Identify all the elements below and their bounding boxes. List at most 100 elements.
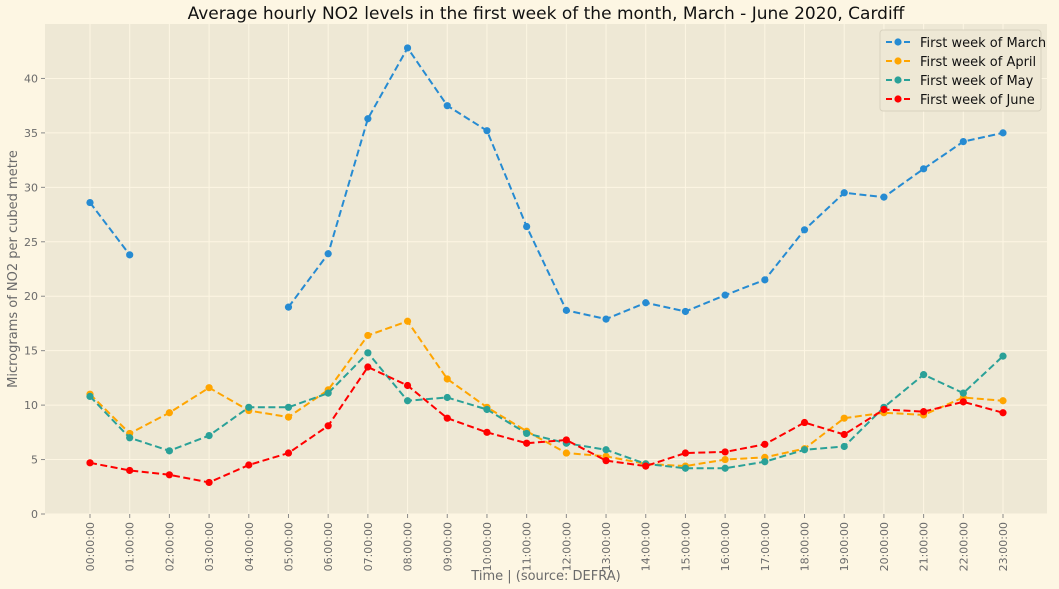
x-tick-label: 00:00:00	[84, 522, 97, 571]
legend-label: First week of June	[920, 93, 1035, 108]
x-tick-label: 14:00:00	[640, 522, 653, 571]
data-point	[364, 331, 372, 340]
data-point	[324, 389, 332, 397]
data-point	[761, 458, 769, 466]
data-point	[86, 392, 94, 400]
series-line	[89, 201, 131, 256]
x-tick-label: 01:00:00	[124, 522, 137, 571]
data-point	[721, 464, 729, 472]
data-point	[364, 349, 372, 357]
data-point	[403, 397, 412, 405]
data-point	[840, 414, 848, 422]
data-point	[959, 138, 967, 146]
data-point	[721, 291, 729, 299]
data-point	[800, 226, 809, 234]
x-tick-label: 05:00:00	[282, 522, 295, 571]
series-1	[86, 44, 1007, 323]
data-point	[959, 389, 967, 397]
series-line	[89, 320, 1004, 468]
series-line	[89, 365, 1004, 484]
x-tick-label: 02:00:00	[163, 522, 176, 571]
data-point	[800, 446, 809, 454]
y-tick-label: 5	[31, 454, 38, 467]
data-point	[880, 405, 888, 414]
data-point	[284, 449, 293, 457]
y-tick-label: 20	[24, 290, 38, 303]
y-tick-label: 35	[24, 127, 38, 140]
x-axis-label: Time | (source: DEFRA)	[470, 569, 620, 584]
legend-swatch-marker	[894, 95, 902, 103]
y-tick-label: 40	[24, 72, 38, 85]
x-tick-label: 09:00:00	[441, 522, 454, 571]
legend-swatch-marker	[894, 76, 902, 84]
data-point	[999, 397, 1007, 405]
data-point	[165, 471, 173, 479]
data-point	[245, 403, 253, 411]
data-point	[642, 299, 650, 307]
data-point	[721, 455, 729, 464]
data-point	[761, 440, 769, 448]
series-layer	[86, 44, 1007, 487]
data-point	[126, 434, 134, 442]
x-axis: 00:00:00 01:00:00 02:00:00 03:00:00 04:00:00…	[84, 514, 1010, 571]
x-tick-label: 15:00:00	[679, 522, 692, 571]
x-tick-label: 07:00:00	[362, 522, 375, 571]
x-tick-label: 16:00:00	[719, 522, 732, 571]
y-tick-label: 15	[24, 345, 38, 358]
data-point	[364, 363, 372, 371]
data-point	[681, 464, 690, 472]
data-point	[86, 459, 94, 467]
data-point	[681, 449, 690, 457]
data-point	[602, 457, 610, 465]
series-line	[89, 351, 1004, 470]
data-point	[443, 102, 451, 110]
data-point	[205, 432, 213, 440]
legend-label: First week of May	[920, 74, 1034, 89]
data-point	[126, 251, 134, 259]
y-axis: 0 5 10 15 20 25 30 35 40	[24, 72, 45, 521]
data-point	[443, 393, 451, 402]
legend-swatch-marker	[894, 57, 902, 65]
chart-title: Average hourly NO2 levels in the first w…	[188, 4, 906, 24]
data-point	[920, 371, 928, 379]
data-point	[959, 398, 967, 406]
data-point	[721, 448, 729, 456]
y-tick-label: 10	[24, 399, 38, 412]
legend-label: First week of April	[920, 55, 1036, 70]
data-point	[284, 303, 293, 311]
data-point	[999, 352, 1007, 360]
data-point	[523, 222, 531, 231]
data-point	[523, 429, 531, 438]
data-point	[562, 449, 570, 457]
data-point	[284, 403, 293, 411]
data-point	[999, 409, 1007, 417]
data-point	[165, 447, 173, 455]
data-point	[205, 384, 213, 392]
x-tick-label: 04:00:00	[243, 522, 256, 571]
data-point	[483, 127, 491, 135]
x-tick-label: 20:00:00	[878, 522, 891, 571]
data-point	[443, 375, 451, 383]
data-point	[642, 462, 650, 470]
y-tick-label: 0	[31, 508, 38, 521]
data-point	[920, 165, 928, 173]
x-tick-label: 17:00:00	[759, 522, 772, 571]
data-point	[999, 129, 1007, 137]
series-4	[86, 363, 1007, 487]
data-point	[840, 189, 848, 197]
data-point	[483, 428, 491, 436]
y-tick-label: 25	[24, 236, 38, 249]
legend-swatch-marker	[894, 38, 902, 46]
grid	[45, 24, 1047, 515]
data-point	[681, 307, 690, 316]
data-point	[602, 446, 610, 454]
series-3	[86, 349, 1007, 472]
data-point	[840, 442, 848, 451]
data-point	[403, 317, 412, 325]
x-tick-label: 08:00:00	[402, 522, 415, 571]
y-tick-label: 30	[24, 181, 38, 194]
data-point	[364, 115, 372, 123]
x-tick-label: 21:00:00	[918, 522, 931, 571]
data-point	[324, 250, 332, 258]
